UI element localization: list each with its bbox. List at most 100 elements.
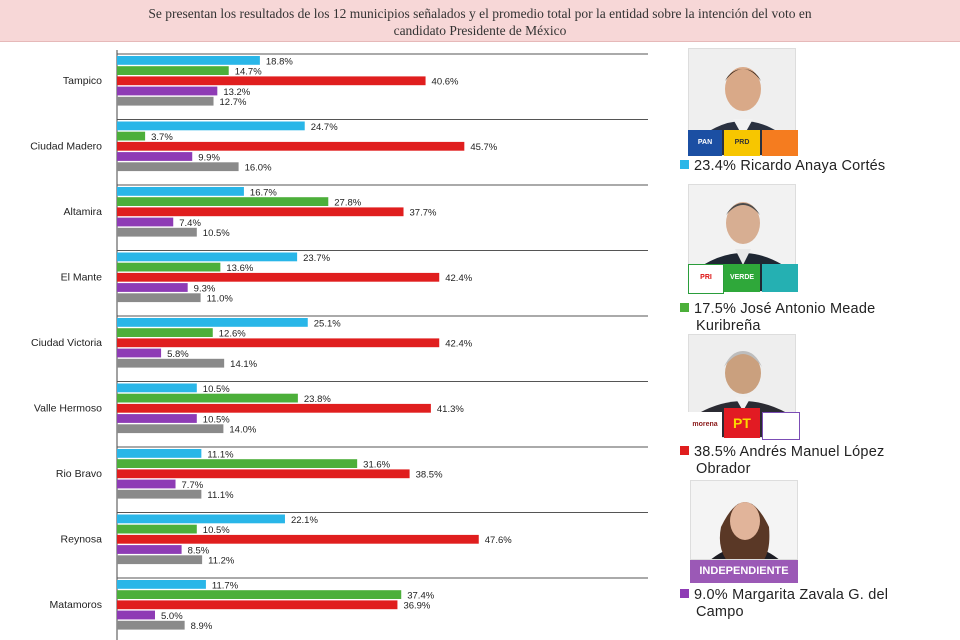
bar-value-label: 10.5% (203, 525, 230, 536)
bar-value-label: 8.5% (188, 545, 210, 556)
bar (117, 328, 213, 337)
category-label: Matamoros (49, 599, 102, 611)
bar-value-label: 14.0% (229, 425, 256, 436)
legend-label-meade-2: Kuribreña (696, 318, 761, 334)
bar (117, 489, 202, 499)
bar-value-label: 42.4% (445, 339, 472, 350)
category-label: Ciudad Madero (30, 141, 102, 153)
bar-value-label: 25.1% (314, 318, 341, 329)
bar (117, 86, 218, 96)
bar (117, 555, 203, 565)
bar-value-label: 13.2% (223, 87, 250, 98)
bar-value-label: 47.6% (485, 535, 512, 546)
legend-swatch-meade (680, 303, 689, 312)
legend-item-meade: 17.5% José Antonio Meade Kuribreña (680, 301, 875, 335)
bar (117, 459, 358, 468)
bar (117, 383, 197, 393)
bar (117, 141, 465, 151)
bar (117, 207, 404, 217)
category-label: El Mante (61, 272, 103, 284)
bar (117, 610, 155, 620)
legend-item-anaya: 23.4% Ricardo Anaya Cortés (680, 158, 885, 175)
legend-swatch-zavala (680, 589, 689, 598)
bar-value-label: 10.5% (203, 414, 230, 425)
bar-value-label: 7.7% (182, 480, 204, 491)
bar (117, 590, 402, 599)
bar-value-label: 31.6% (363, 460, 390, 471)
pri-logo: PRI (688, 264, 724, 294)
bar (117, 469, 410, 479)
pan-logo: PAN (688, 130, 722, 156)
bar (117, 197, 329, 206)
bar (117, 187, 244, 196)
bar (117, 620, 185, 630)
bar-value-label: 38.5% (416, 470, 443, 481)
bar (117, 217, 174, 227)
bar-value-label: 11.0% (207, 294, 234, 305)
chart-title: Se presentan los resultados de los 12 mu… (0, 0, 960, 42)
pt-logo: PT (724, 408, 760, 438)
bar-value-label: 41.3% (437, 404, 464, 415)
bar-value-label: 5.0% (161, 611, 183, 622)
bar-value-label: 18.8% (266, 56, 293, 67)
bar (117, 162, 239, 172)
bar (117, 580, 206, 589)
legend-label-amlo-1: 38.5% Andrés Manuel López (694, 444, 885, 460)
legend-swatch-anaya (680, 160, 689, 169)
bar-value-label: 16.0% (245, 163, 272, 174)
category-label: Reynosa (61, 534, 103, 546)
bar-value-label: 11.7% (212, 580, 239, 591)
bar (117, 414, 197, 423)
bar-value-label: 24.7% (311, 122, 338, 133)
mc-logo (762, 130, 798, 156)
bar (117, 272, 440, 282)
bar-value-label: 11.2% (208, 556, 235, 567)
bar-value-label: 9.3% (194, 283, 216, 294)
bar-value-label: 14.7% (235, 67, 262, 78)
legend-item-zavala: 9.0% Margarita Zavala G. del Campo (680, 587, 888, 621)
bar-value-label: 7.4% (179, 218, 201, 229)
category-label: Tampico (63, 75, 102, 87)
bar (117, 449, 202, 458)
bar (117, 76, 426, 86)
verde-logo: VERDE (724, 264, 760, 292)
bar-value-label: 3.7% (151, 132, 173, 143)
bar (117, 348, 162, 358)
bar-value-label: 22.1% (291, 515, 318, 526)
bar (117, 293, 201, 303)
bar-value-label: 23.8% (304, 394, 331, 405)
bar (117, 479, 176, 489)
bar-value-label: 27.8% (334, 198, 361, 209)
bar (117, 534, 479, 544)
bar (117, 262, 221, 272)
bar (117, 393, 298, 403)
bar-value-label: 45.7% (470, 142, 497, 153)
category-label: Altamira (63, 206, 102, 218)
bar (117, 252, 298, 262)
bar-value-label: 5.8% (167, 349, 189, 360)
bar (117, 66, 229, 75)
pes-logo (762, 412, 800, 440)
bar-value-label: 14.1% (230, 359, 257, 370)
bar (117, 227, 197, 237)
bar (117, 121, 305, 131)
bar (117, 403, 431, 413)
bar (117, 283, 188, 292)
bar (117, 318, 308, 327)
bar-value-label: 9.9% (198, 152, 220, 163)
title-line-2: candidato Presidente de México (393, 23, 567, 38)
bar-value-label: 13.6% (226, 263, 253, 274)
independiente-badge: INDEPENDIENTE (690, 560, 798, 583)
bar (117, 600, 398, 610)
category-label: Ciudad Victoria (31, 337, 102, 349)
bar (117, 545, 182, 554)
legend-label-zavala-2: Campo (696, 604, 744, 620)
bar (117, 338, 440, 348)
bar-value-label: 23.7% (303, 253, 330, 264)
candidate-photo-zavala (690, 480, 798, 560)
bar-value-label: 37.4% (407, 591, 434, 602)
bar-value-label: 10.5% (203, 384, 230, 395)
legend-label-meade-1: 17.5% José Antonio Meade (694, 301, 876, 317)
prd-logo: PRD (724, 130, 760, 156)
bar-value-label: 16.7% (250, 187, 277, 198)
